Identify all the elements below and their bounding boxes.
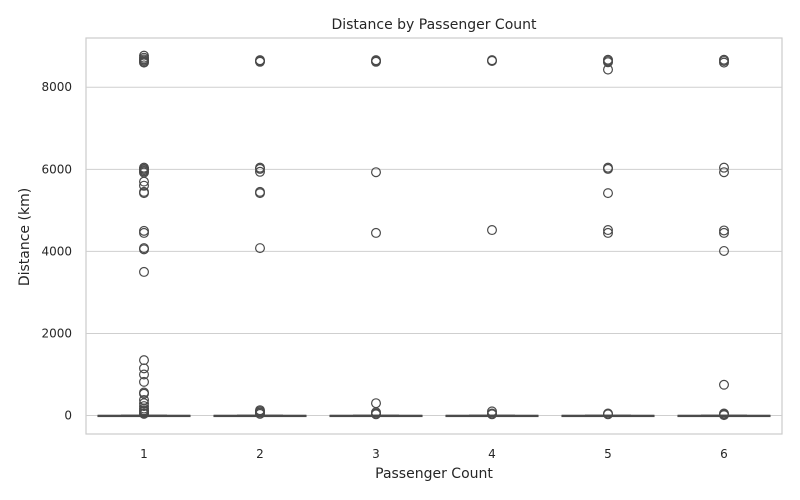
outlier-point — [139, 401, 150, 412]
outlier-point — [139, 188, 150, 199]
outlier-point — [602, 227, 613, 238]
outlier-point — [255, 408, 266, 419]
x-tick-label: 1 — [140, 447, 148, 461]
y-axis-label: Distance (km) — [17, 188, 33, 286]
outlier-point — [139, 266, 150, 277]
outlier-point — [718, 167, 729, 178]
x-tick-label: 4 — [488, 447, 496, 461]
outlier-point — [602, 188, 613, 199]
chart-title: Distance by Passenger Count — [331, 17, 537, 33]
outlier-point — [139, 369, 150, 380]
outlier-point — [139, 176, 150, 187]
outlier-point — [139, 408, 150, 419]
outlier-point — [718, 245, 729, 256]
outlier-point — [718, 57, 729, 68]
x-tick-label: 3 — [372, 447, 380, 461]
outlier-point — [255, 163, 266, 174]
y-tick-label: 8000 — [41, 80, 72, 94]
y-tick-label: 0 — [64, 409, 72, 423]
x-tick-label: 2 — [256, 447, 264, 461]
y-tick-label: 6000 — [41, 162, 72, 176]
box-group-5 — [561, 54, 655, 420]
outlier-point — [718, 410, 729, 421]
outlier-point — [255, 243, 266, 254]
outlier-point — [602, 64, 613, 75]
outlier-point — [602, 57, 613, 68]
outlier-point — [718, 225, 729, 236]
outlier-point — [718, 379, 729, 390]
outlier-point — [371, 167, 382, 178]
outlier-point — [487, 409, 498, 420]
outlier-point — [139, 363, 150, 374]
outlier-point — [371, 409, 382, 420]
outlier-point — [139, 227, 150, 238]
outlier-point — [255, 56, 266, 67]
y-tick-label: 4000 — [41, 244, 72, 258]
x-tick-label: 6 — [720, 447, 728, 461]
box-group-6 — [677, 54, 771, 421]
outlier-point — [139, 244, 150, 255]
outlier-point — [371, 56, 382, 67]
box-group-1 — [97, 50, 191, 419]
outlier-point — [139, 388, 150, 399]
box-group-4 — [445, 55, 539, 420]
outlier-point — [139, 180, 150, 191]
x-axis-label: Passenger Count — [375, 466, 493, 482]
outlier-point — [139, 376, 150, 387]
outlier-point — [139, 57, 150, 68]
x-tick-label: 5 — [604, 447, 612, 461]
outlier-point — [255, 188, 266, 199]
box-group-3 — [329, 55, 423, 420]
y-tick-label: 2000 — [41, 326, 72, 340]
outlier-point — [487, 225, 498, 236]
outlier-point — [718, 227, 729, 238]
plot-area — [85, 37, 783, 435]
outlier-point — [487, 55, 498, 66]
outlier-point — [255, 166, 266, 177]
outlier-point — [602, 225, 613, 236]
outlier-point — [602, 163, 613, 174]
outlier-point — [602, 409, 613, 420]
outlier-point — [718, 162, 729, 173]
outlier-point — [371, 227, 382, 238]
box-group-2 — [213, 55, 307, 419]
